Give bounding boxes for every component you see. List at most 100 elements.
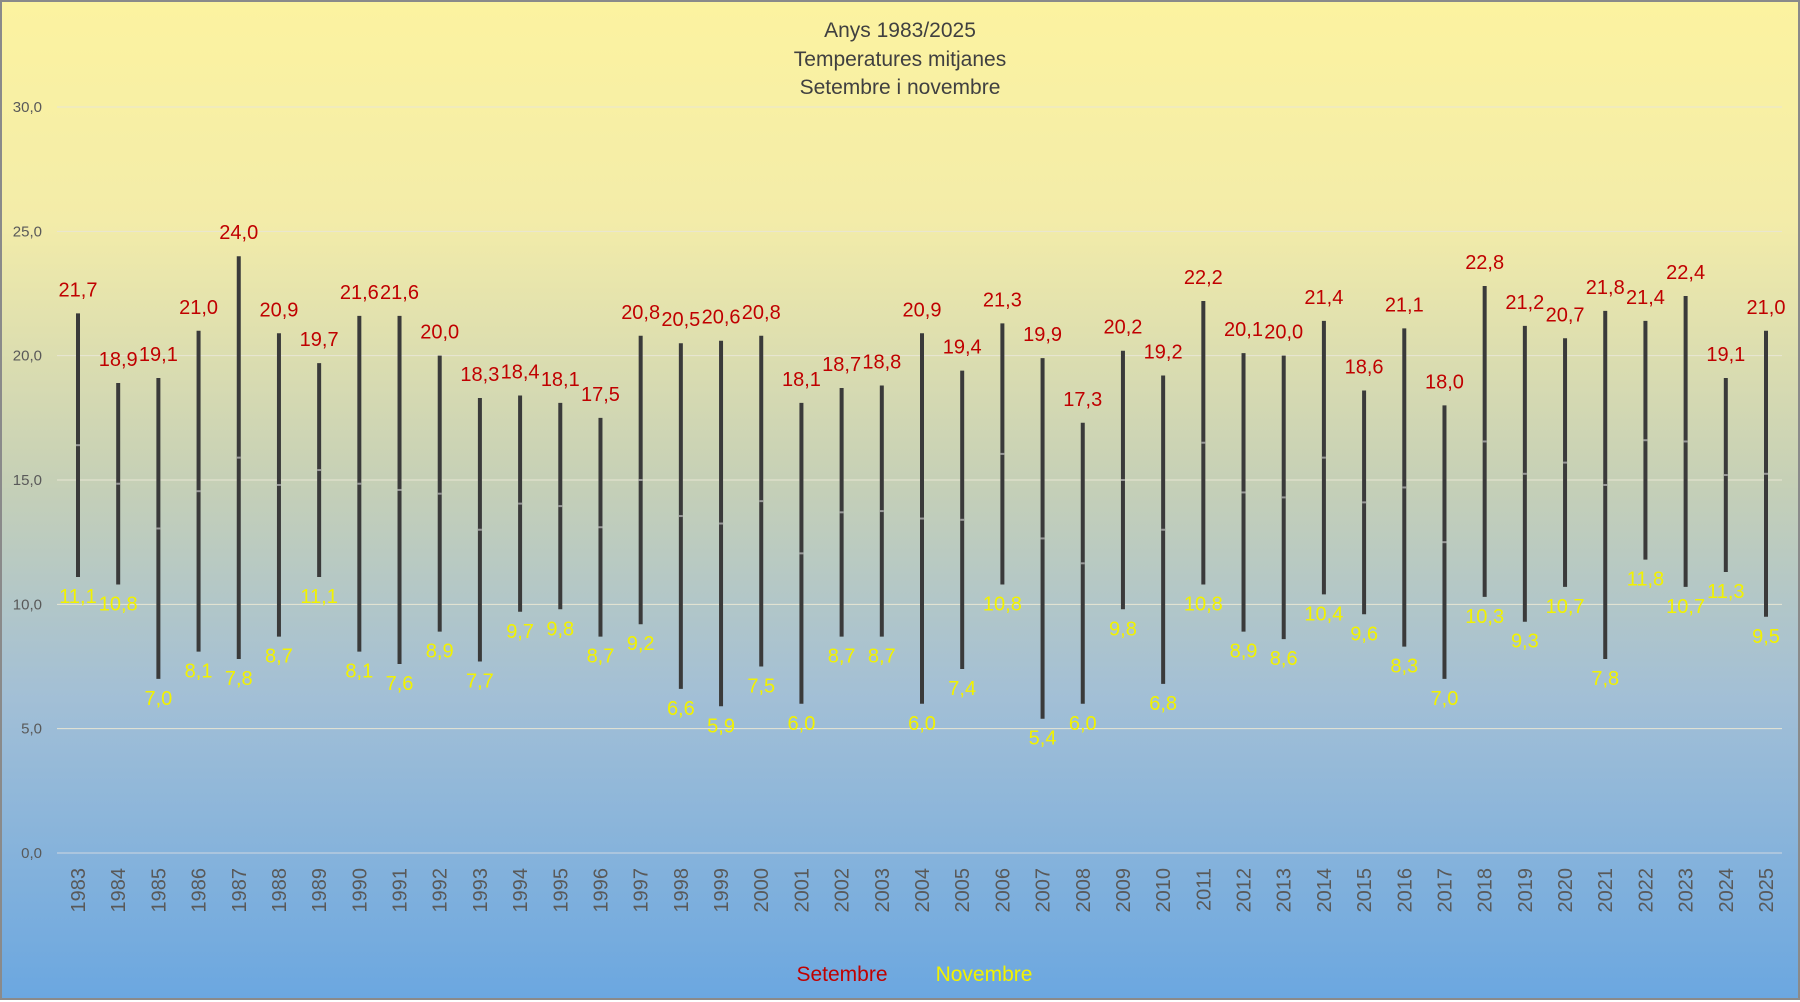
x-tick-label: 2021	[1595, 868, 1617, 913]
label-novembre: 6,0	[908, 713, 936, 735]
label-setembre: 20,6	[702, 307, 741, 329]
label-novembre: 8,3	[1390, 656, 1418, 678]
label-setembre: 17,3	[1063, 389, 1102, 411]
x-tick-label: 1986	[189, 868, 211, 913]
x-tick-label: 2019	[1515, 868, 1537, 913]
label-novembre: 10,8	[983, 593, 1022, 615]
legend: Setembre Novembre	[796, 963, 1032, 986]
y-tick-label: 0,0	[21, 845, 42, 862]
label-novembre: 10,4	[1304, 603, 1343, 625]
label-setembre: 21,4	[1304, 287, 1343, 309]
x-tick-label: 2025	[1756, 868, 1778, 913]
label-novembre: 8,7	[265, 646, 293, 668]
y-tick-label: 10,0	[13, 596, 42, 613]
x-tick-label: 2015	[1354, 868, 1376, 913]
x-tick-label: 1991	[390, 868, 412, 913]
label-novembre: 9,7	[506, 621, 534, 643]
label-novembre: 7,0	[144, 688, 172, 710]
x-tick-label: 1984	[108, 868, 130, 913]
label-novembre: 10,7	[1666, 596, 1705, 618]
label-novembre: 8,6	[1270, 648, 1298, 670]
label-setembre: 18,6	[1345, 356, 1384, 378]
legend-novembre: Novembre	[936, 963, 1033, 986]
x-tick-label: 1983	[68, 868, 90, 913]
x-tick-label: 2009	[1113, 868, 1135, 913]
label-setembre: 18,7	[822, 354, 861, 376]
label-novembre: 8,1	[185, 661, 213, 683]
x-tick-label: 2024	[1716, 868, 1738, 913]
x-tick-label: 2023	[1676, 868, 1698, 913]
label-setembre: 18,4	[501, 361, 540, 383]
gridlines	[57, 106, 1782, 854]
range-bars	[76, 256, 1768, 719]
label-setembre: 20,1	[1224, 319, 1263, 341]
label-novembre: 11,1	[300, 586, 337, 608]
x-axis-ticks: 1983 1984 1985 1986 1987 1988 1989 1990 1991 1992…	[68, 868, 1778, 913]
label-novembre: 9,2	[627, 633, 655, 655]
label-setembre: 20,2	[1103, 317, 1142, 339]
y-tick-label: 20,0	[13, 348, 42, 365]
x-tick-label: 1997	[631, 868, 653, 913]
title-line-3: Setembre i novembre	[800, 76, 1001, 99]
label-setembre: 21,2	[1505, 292, 1544, 314]
y-tick-label: 25,0	[13, 223, 42, 240]
x-tick-label: 2001	[791, 868, 813, 913]
label-novembre: 7,7	[466, 671, 494, 693]
y-tick-label: 15,0	[13, 472, 42, 489]
label-setembre: 19,9	[1023, 324, 1062, 346]
title-line-2: Temperatures mitjanes	[794, 48, 1006, 71]
label-setembre: 20,9	[903, 299, 942, 321]
data-labels: 21,7 11,1 18,9 10,8 19,1 7,0 21,0 8,1 24,0 7,8 20,…	[59, 222, 1786, 750]
x-tick-label: 2013	[1274, 868, 1296, 913]
label-setembre: 18,1	[541, 369, 580, 391]
label-setembre: 20,0	[1264, 322, 1303, 344]
label-novembre: 6,6	[667, 698, 695, 720]
x-tick-label: 1989	[309, 868, 331, 913]
x-tick-label: 2018	[1475, 868, 1497, 913]
label-novembre: 11,8	[1627, 569, 1664, 591]
label-setembre: 22,2	[1184, 267, 1223, 289]
label-novembre: 6,0	[1069, 713, 1097, 735]
label-setembre: 21,0	[179, 297, 218, 319]
x-tick-label: 1992	[430, 868, 452, 913]
x-tick-label: 1987	[229, 868, 251, 913]
x-tick-label: 1988	[269, 868, 291, 913]
label-setembre: 20,0	[420, 322, 459, 344]
label-novembre: 8,7	[868, 646, 896, 668]
label-novembre: 11,3	[1707, 581, 1744, 603]
x-tick-label: 2022	[1635, 868, 1657, 913]
x-tick-label: 1995	[550, 868, 572, 913]
label-novembre: 10,8	[1184, 593, 1223, 615]
label-novembre: 6,0	[788, 713, 816, 735]
x-tick-label: 2010	[1153, 868, 1175, 913]
x-tick-label: 2007	[1033, 868, 1055, 913]
label-setembre: 21,7	[59, 279, 98, 301]
x-tick-label: 1990	[349, 868, 371, 913]
chart-title: Anys 1983/2025 Temperatures mitjanes Set…	[794, 19, 1006, 99]
x-tick-label: 2005	[952, 868, 974, 913]
label-setembre: 19,4	[943, 337, 982, 359]
label-setembre: 18,1	[782, 369, 821, 391]
x-tick-label: 2012	[1234, 868, 1256, 913]
label-setembre: 20,5	[661, 309, 700, 331]
label-setembre: 20,9	[259, 299, 298, 321]
x-tick-label: 2004	[912, 868, 934, 913]
label-novembre: 9,8	[546, 618, 574, 640]
label-novembre: 6,8	[1149, 693, 1177, 715]
x-tick-label: 1985	[148, 868, 170, 913]
label-novembre: 8,9	[1230, 641, 1258, 663]
label-setembre: 20,8	[621, 302, 660, 324]
x-tick-label: 2006	[992, 868, 1014, 913]
label-novembre: 9,8	[1109, 618, 1137, 640]
y-tick-label: 5,0	[21, 721, 42, 738]
label-novembre: 8,7	[828, 646, 856, 668]
label-novembre: 10,7	[1546, 596, 1585, 618]
label-novembre: 9,6	[1350, 623, 1378, 645]
x-tick-label: 1999	[711, 868, 733, 913]
label-setembre: 22,8	[1465, 252, 1504, 274]
label-setembre: 18,9	[99, 349, 138, 371]
label-setembre: 21,3	[983, 289, 1022, 311]
x-tick-label: 2008	[1073, 868, 1095, 913]
x-tick-label: 2017	[1434, 868, 1456, 913]
